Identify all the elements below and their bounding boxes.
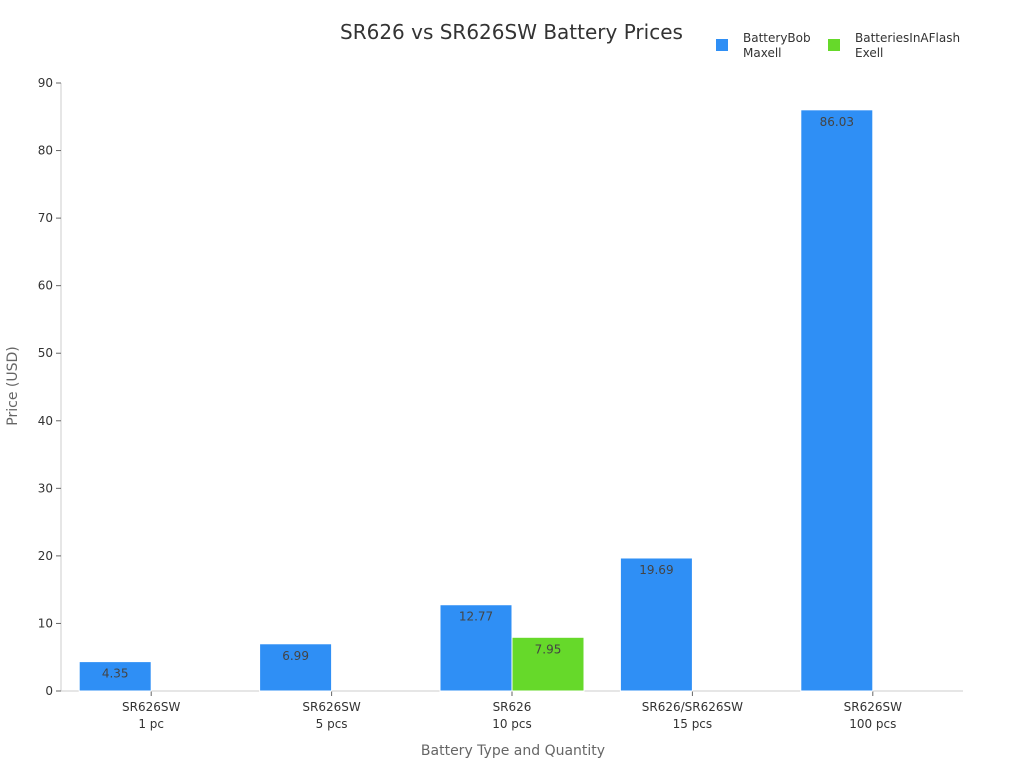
y-tick-label: 80 (38, 144, 53, 158)
bar-batterybob (800, 109, 874, 692)
y-axis-title: Price (USD) (5, 346, 21, 425)
bars: 4.35 6.99 12.77 7.95 19.69 86.03 (78, 109, 874, 692)
bar-batterybob (259, 643, 333, 692)
y-tick-label: 90 (38, 76, 53, 90)
y-tick-label: 0 (45, 684, 53, 698)
legend-label-batteriesinaflash: BatteriesInAFlash Exell (855, 31, 961, 60)
legend-swatch-batterybob (716, 39, 728, 51)
bar-data-label: 19.69 (639, 563, 673, 577)
x-tick-label-line: 10 pcs (492, 717, 532, 731)
bar-batteriesinaflash (511, 636, 585, 692)
x-axis-title: Battery Type and Quantity (421, 743, 605, 759)
x-tick-label-line: 15 pcs (673, 717, 713, 731)
y-tick-label: 70 (38, 211, 53, 225)
bar-data-label: 86.03 (820, 115, 854, 129)
legend-swatch-batteriesinaflash (828, 39, 840, 51)
x-tick-label-line: SR626 (493, 700, 532, 714)
x-tick-label: SR626/SR626SW 15 pcs (642, 700, 743, 731)
bar-data-label: 6.99 (282, 649, 309, 663)
x-tick-label: SR626SW 1 pc (122, 700, 180, 731)
y-tick-label: 10 (38, 616, 53, 630)
x-tick-label: SR626 10 pcs (492, 700, 532, 731)
y-tick-label: 60 (38, 279, 53, 293)
y-tick-label: 20 (38, 549, 53, 563)
x-tick-label: SR626SW 100 pcs (844, 700, 902, 731)
legend-label-batterybob: BatteryBob Maxell (743, 31, 811, 60)
x-tick-label-line: SR626/SR626SW (642, 700, 743, 714)
y-tick-label: 30 (38, 481, 53, 495)
y-tick-label: 40 (38, 414, 53, 428)
y-tick-label: 50 (38, 346, 53, 360)
x-tick-label-line: SR626SW (844, 700, 902, 714)
bar-data-label: 12.77 (459, 610, 493, 624)
bar-data-label: 4.35 (102, 667, 129, 681)
axes: 0 10 20 30 40 50 60 70 80 90 SR626SW 1 pc SR626SW 5 p… (38, 76, 963, 731)
bar-batterybob (78, 661, 152, 692)
x-tick-label-line: SR626SW (302, 700, 360, 714)
chart-title: SR626 vs SR626SW Battery Prices (340, 20, 683, 44)
x-tick-label-line: SR626SW (122, 700, 180, 714)
bar-batterybob (439, 604, 513, 692)
x-tick-label-line: 1 pc (138, 717, 164, 731)
x-tick-label-line: 5 pcs (316, 717, 348, 731)
x-tick-label-line: 100 pcs (849, 717, 896, 731)
x-tick-label: SR626SW 5 pcs (302, 700, 360, 731)
bar-batterybob (619, 557, 693, 692)
bar-data-label: 7.95 (535, 642, 562, 656)
